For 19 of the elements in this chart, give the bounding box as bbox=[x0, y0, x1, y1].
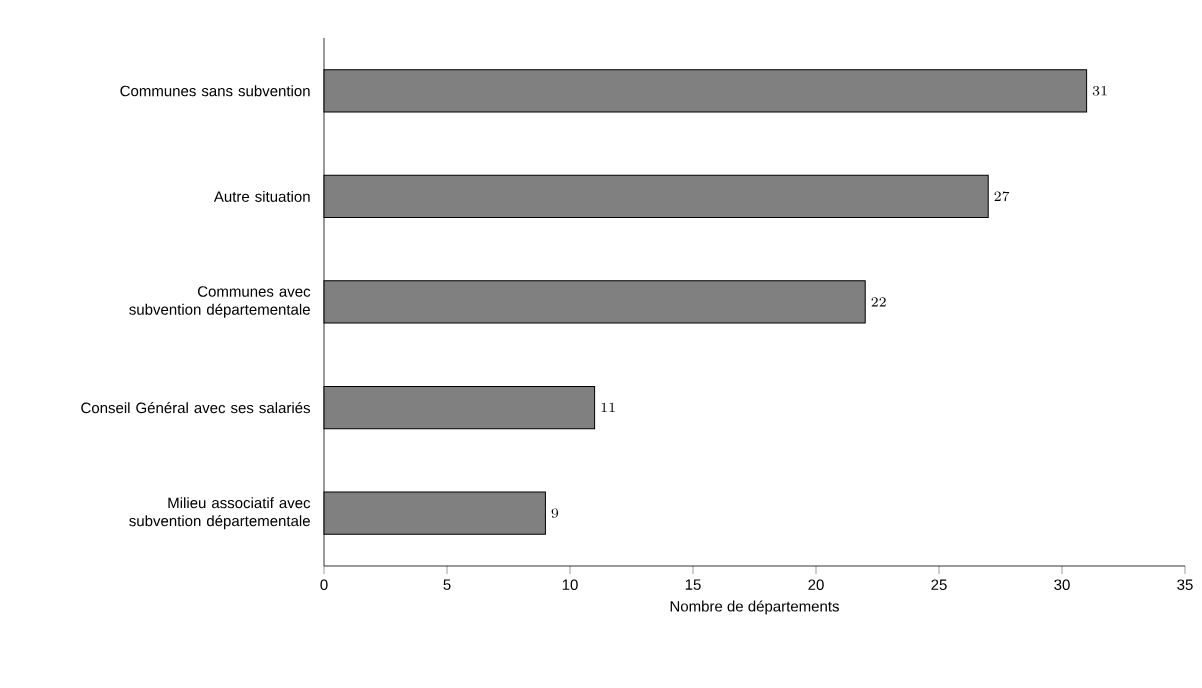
x-tick-label: 20 bbox=[808, 579, 824, 591]
y-tick-label: Autre situation bbox=[213, 190, 310, 202]
x-tick-label: 35 bbox=[1177, 579, 1193, 591]
data-label: 9 bbox=[551, 508, 559, 518]
data-label: 11 bbox=[601, 402, 615, 413]
y-tick-label: Milieu associatif avec subvention départementale bbox=[129, 497, 311, 530]
data-label: 31 bbox=[1092, 86, 1107, 96]
y-tick-label: Communes sans subvention bbox=[120, 85, 310, 97]
data-label: 22 bbox=[871, 297, 886, 307]
data-label: 27 bbox=[994, 191, 1010, 202]
x-tick-label: 0 bbox=[320, 579, 328, 591]
x-tick-label: 25 bbox=[931, 579, 947, 591]
x-tick-label: 10 bbox=[562, 579, 578, 591]
x-axis-title: Nombre de départements bbox=[670, 600, 839, 615]
x-tick-label: 30 bbox=[1054, 579, 1070, 591]
y-tick-label: Conseil Général avec ses salariés bbox=[81, 402, 311, 414]
x-tick-label: 15 bbox=[685, 579, 701, 590]
y-tick-label: Communes avec subvention départementale bbox=[129, 286, 311, 318]
x-tick-label: 5 bbox=[443, 579, 451, 590]
